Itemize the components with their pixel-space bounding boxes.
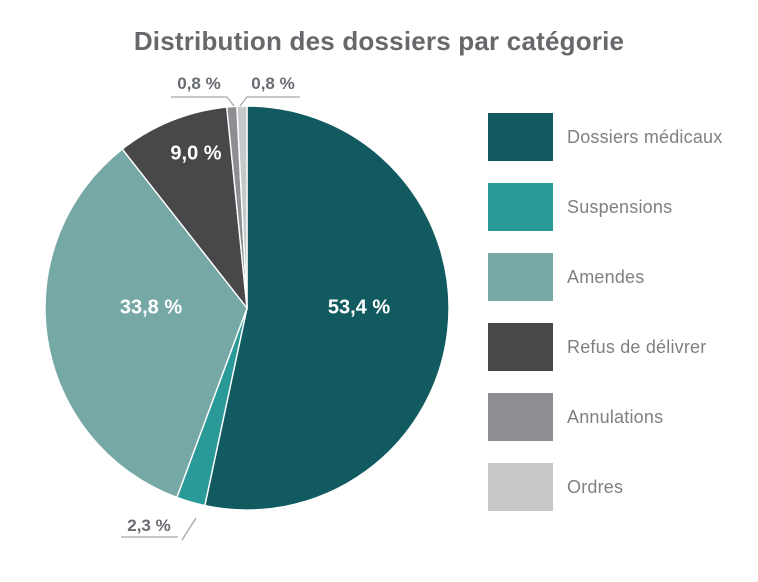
leader-line-suspensions (181, 517, 197, 541)
pie-slice-refus-de-delivrer (121, 106, 248, 311)
legend-swatch-annulations (488, 393, 553, 441)
legend-swatch-amendes (488, 253, 553, 301)
legend-label-amendes: Amendes (567, 266, 645, 287)
legend-label-annulations: Annulations (567, 406, 664, 427)
pie-slice-dossiers-medicaux (204, 105, 450, 511)
legend: Dossiers médicaux Suspensions Amendes Re… (488, 113, 722, 511)
legend-swatch-dossiers-medicaux (488, 113, 553, 161)
legend-item-refus-de-delivrer: Refus de délivrer (488, 323, 722, 371)
legend-item-annulations: Annulations (488, 393, 722, 441)
slice-label-ordres: 0,8 % (251, 74, 295, 93)
legend-swatch-ordres (488, 463, 553, 511)
leader-lines (121, 96, 300, 541)
legend-item-amendes: Amendes (488, 253, 722, 301)
pie-slice-ordres (236, 105, 248, 309)
legend-swatch-refus-de-delivrer (488, 323, 553, 371)
legend-item-suspensions: Suspensions (488, 183, 722, 231)
legend-label-ordres: Ordres (567, 476, 624, 497)
legend-label-dossiers-medicaux: Dossiers médicaux (567, 126, 723, 147)
legend-item-dossiers-medicaux: Dossiers médicaux (488, 113, 722, 161)
pie-slice-amendes (44, 148, 248, 499)
legend-label-suspensions: Suspensions (567, 196, 673, 217)
legend-swatch-suspensions (488, 183, 553, 231)
legend-label-refus-de-delivrer: Refus de délivrer (567, 336, 707, 357)
slice-label-dossiers-medicaux: 53,4 % (327, 296, 391, 319)
leader-line-ordres (239, 96, 300, 107)
leader-line-annulations (171, 96, 235, 107)
slice-label-amendes: 33,8 % (119, 296, 183, 319)
slice-label-refus-de-delivrer: 9,0 % (170, 142, 222, 165)
legend-item-ordres: Ordres (488, 463, 722, 511)
slice-label-suspensions: 2,3 % (127, 516, 171, 535)
chart-title: Distribution des dossiers par catégorie (133, 26, 625, 56)
pie-slices (44, 105, 450, 511)
slice-label-annulations: 0,8 % (177, 74, 221, 93)
